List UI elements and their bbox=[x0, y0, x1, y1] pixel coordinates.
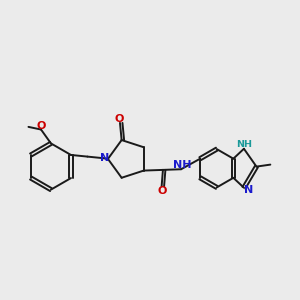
Text: O: O bbox=[158, 186, 167, 196]
Text: O: O bbox=[37, 121, 46, 131]
Text: N: N bbox=[244, 185, 253, 195]
Text: NH: NH bbox=[173, 160, 191, 170]
Text: N: N bbox=[100, 153, 109, 163]
Text: NH: NH bbox=[236, 140, 252, 148]
Text: O: O bbox=[114, 114, 124, 124]
